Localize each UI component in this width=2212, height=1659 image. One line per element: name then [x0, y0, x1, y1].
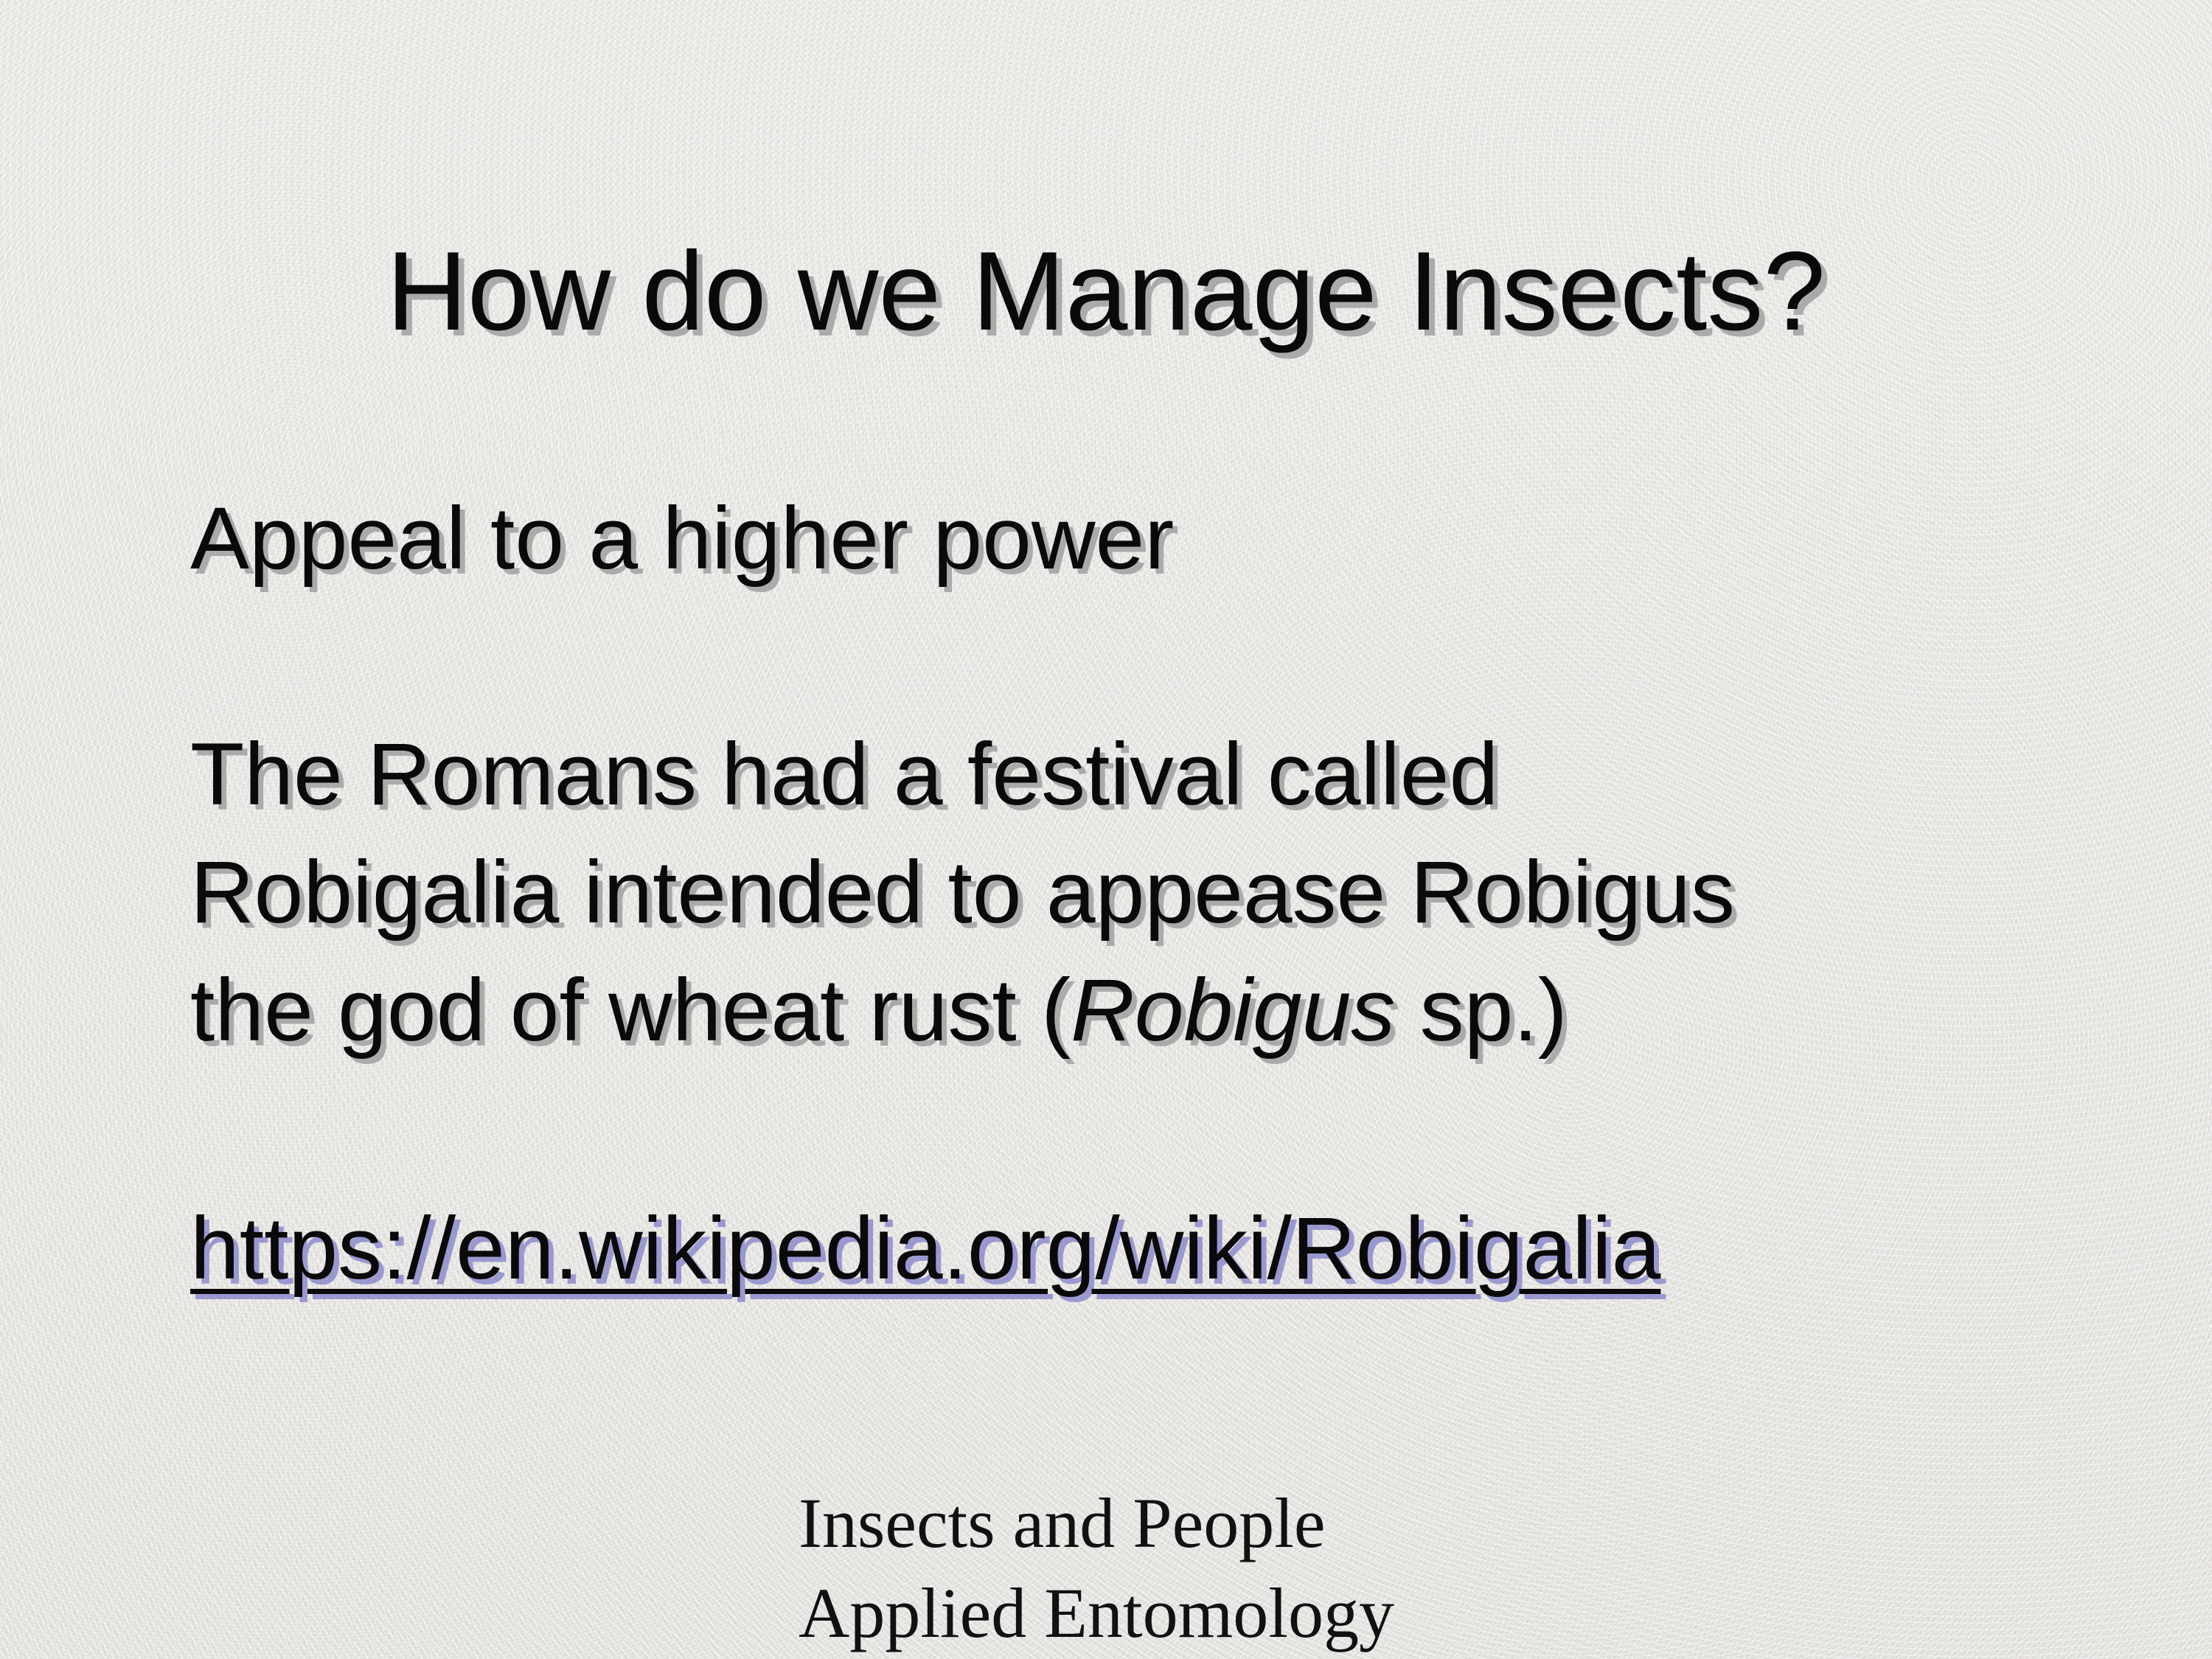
paragraph-line-3-suffix: sp.) — [1395, 961, 1568, 1060]
paragraph-line-2: Robigalia intended to appease Robigus — [190, 843, 1735, 942]
link-container: https://en.wikipedia.org/wiki/Robigalia — [190, 1189, 2034, 1307]
paragraph-line-3-prefix: the god of wheat rust ( — [190, 961, 1071, 1060]
paragraph-line-1: The Romans had a festival called — [190, 725, 1499, 824]
slide-footer: Insects and People Applied Entomology — [799, 1478, 1394, 1658]
species-name-italic: Robigus — [1071, 961, 1396, 1060]
bullet-appeal: Appeal to a higher power — [190, 489, 1175, 588]
footer-line-1: Insects and People — [799, 1484, 1326, 1562]
footer-line-2: Applied Entomology — [799, 1573, 1394, 1652]
paragraph-line-3: the god of wheat rust (Robigus sp.) — [190, 951, 2034, 1069]
slide-title: How do we Manage Insects? — [386, 229, 1826, 354]
wikipedia-link[interactable]: https://en.wikipedia.org/wiki/Robigalia — [190, 1199, 1661, 1298]
romans-paragraph: The Romans had a festival called Robigal… — [190, 715, 2034, 1069]
